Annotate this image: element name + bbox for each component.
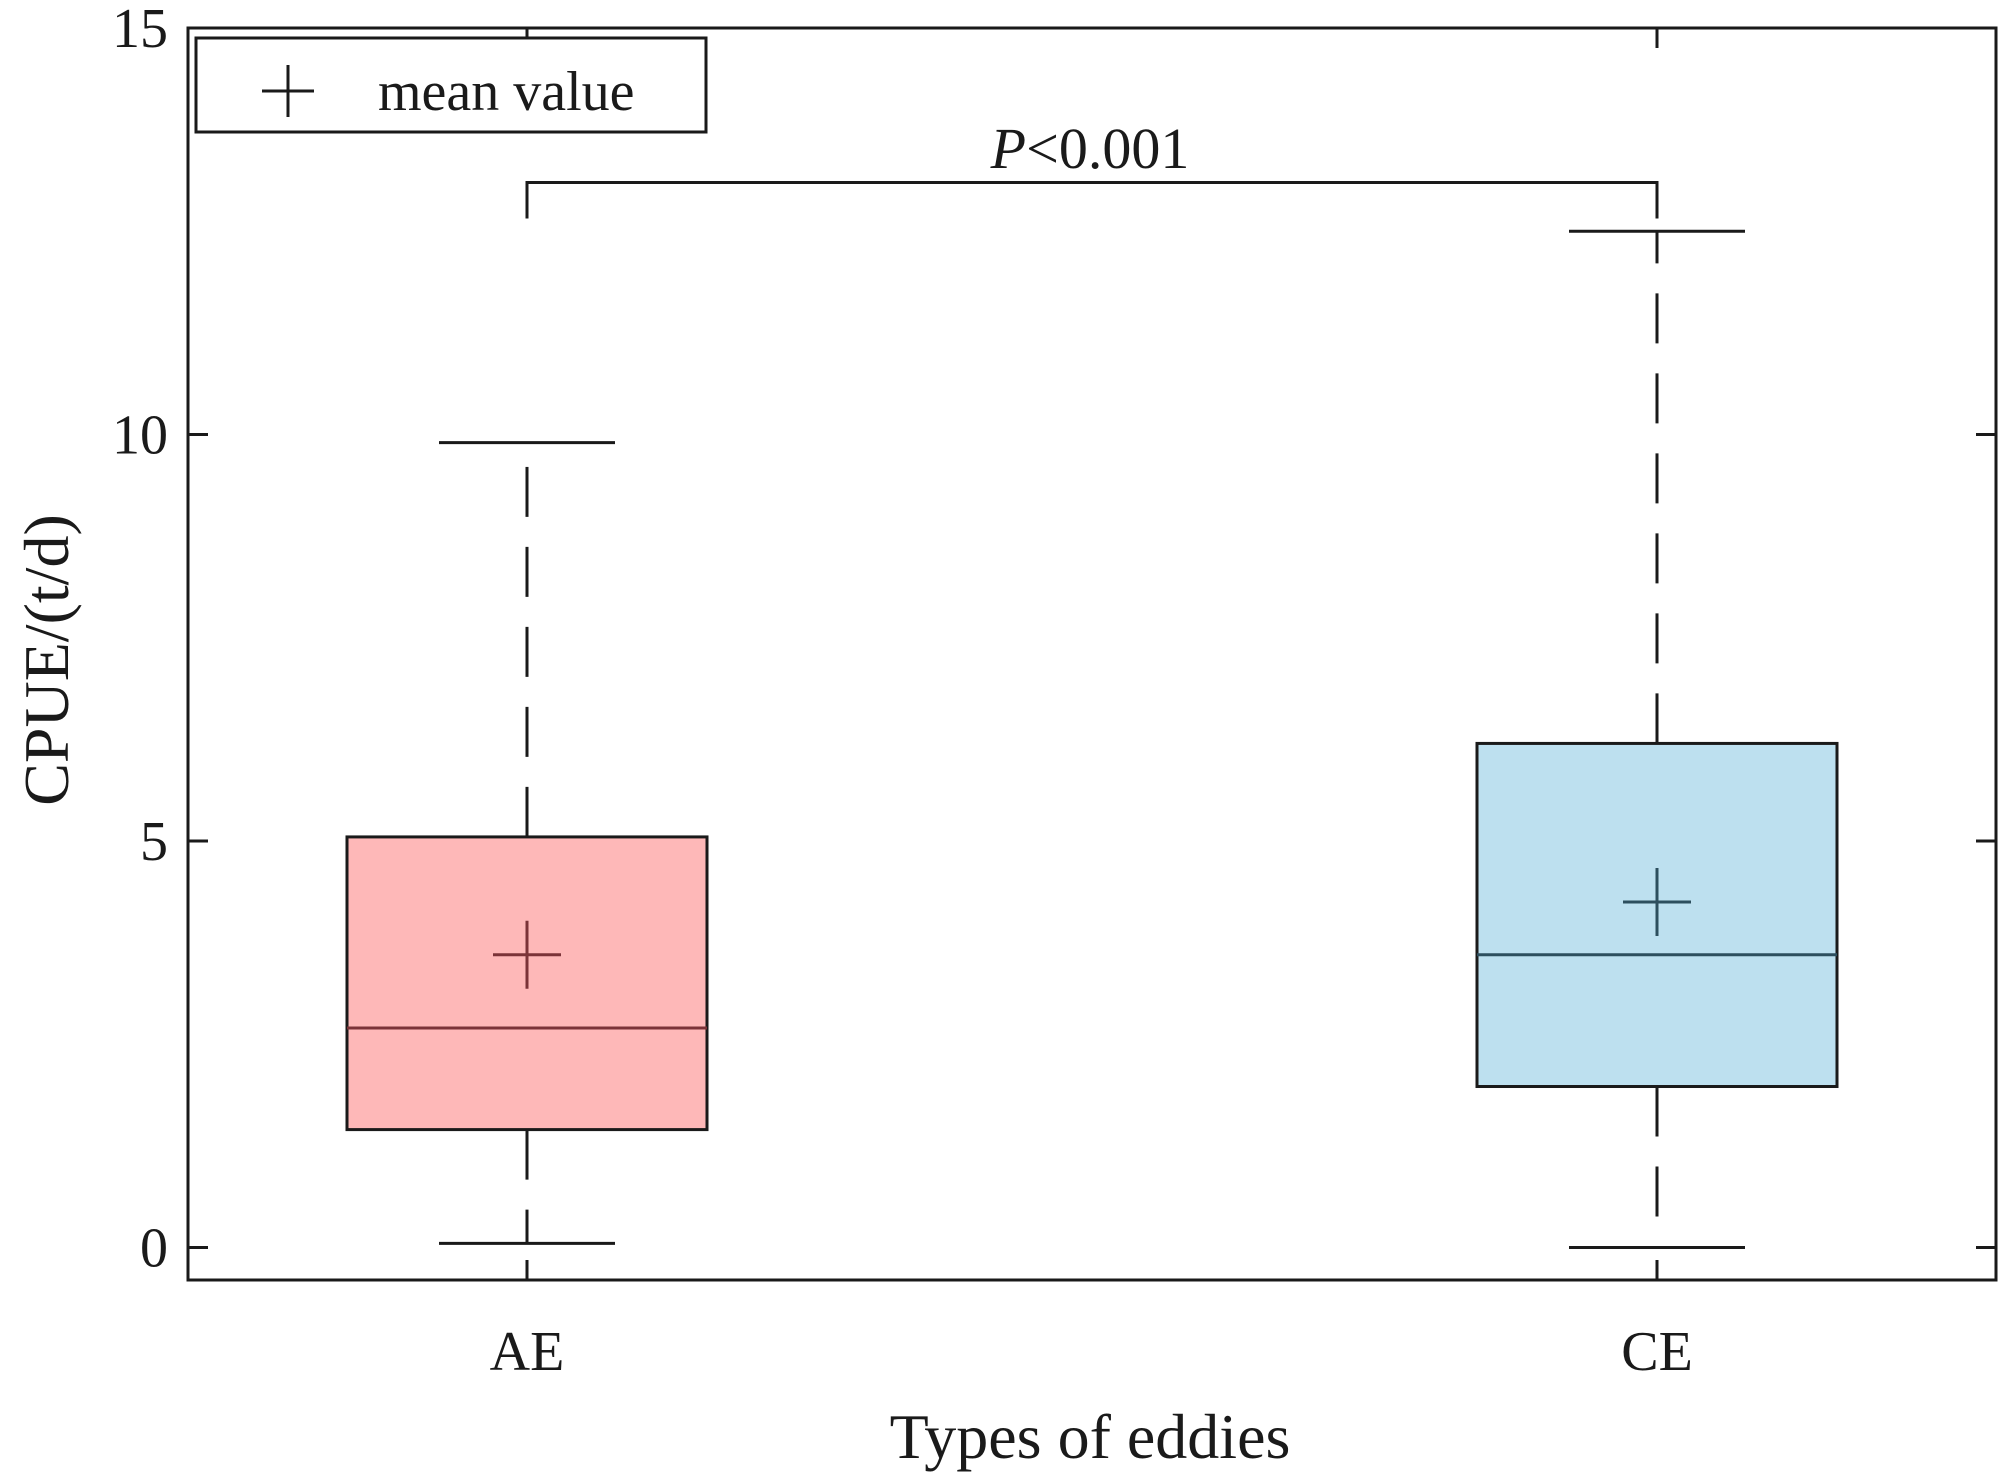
plot-area: 0 5 10 15 AE CE — [112, 0, 1998, 1383]
x-tick-label: CE — [1621, 1321, 1693, 1383]
x-axis-label: Types of eddies — [890, 1401, 1291, 1472]
legend-box — [194, 36, 708, 134]
significance-bracket — [525, 180, 1659, 219]
p-value-label: P<0.001 — [990, 116, 1190, 181]
p-value-rest: <0.001 — [1026, 116, 1189, 181]
p-value-italic: P — [990, 116, 1026, 181]
y-tick-label: 0 — [140, 1217, 168, 1279]
y-tick-label: 5 — [140, 811, 168, 873]
y-axis-label: CPUE/(t/d) — [11, 514, 82, 806]
plot-frame — [186, 26, 1998, 1282]
legend-label: mean value — [378, 61, 635, 123]
x-tick-label: AE — [490, 1321, 565, 1383]
y-tick-label: 15 — [112, 0, 168, 60]
legend: mean value — [194, 36, 708, 134]
y-tick-label: 10 — [112, 404, 168, 466]
